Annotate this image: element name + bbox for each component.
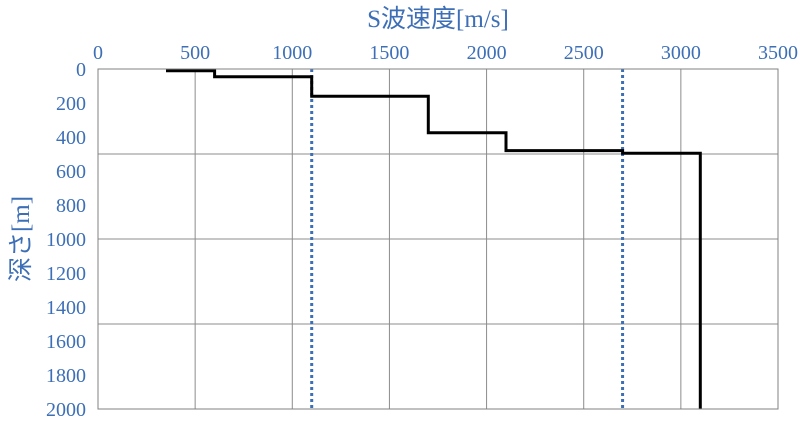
y-tick-label: 0 (76, 59, 86, 81)
x-axis-ticks: 0 500 1000 1500 2000 2500 3000 3500 (93, 42, 798, 64)
y-axis-ticks: 0 200 400 600 800 1000 1200 1400 1600 1800 2000 (46, 59, 86, 421)
x-tick-label: 500 (180, 42, 210, 64)
x-tick-label: 3500 (758, 42, 798, 64)
x-tick-label: 1000 (272, 42, 312, 64)
x-axis-title: S波速度[m/s] (367, 5, 509, 33)
y-tick-label: 600 (56, 161, 86, 183)
plot-frame (97, 68, 779, 410)
y-tick-label: 1800 (46, 365, 86, 387)
x-tick-label: 2000 (467, 42, 507, 64)
x-tick-label: 3000 (661, 42, 701, 64)
y-tick-label: 1600 (46, 331, 86, 353)
x-tick-label: 0 (93, 42, 103, 64)
y-axis-title: 深さ[m] (7, 196, 35, 282)
y-tick-label: 800 (56, 195, 86, 217)
y-tick-label: 400 (56, 127, 86, 149)
y-tick-label: 1400 (46, 297, 86, 319)
velocity-profile-line (166, 69, 702, 409)
y-tick-label: 2000 (46, 399, 86, 421)
y-tick-label: 200 (56, 93, 86, 115)
x-tick-label: 2500 (564, 42, 604, 64)
profile-series (166, 69, 702, 409)
grid (98, 69, 778, 409)
y-tick-label: 1000 (46, 229, 86, 251)
y-tick-label: 1200 (46, 263, 86, 285)
x-tick-label: 1500 (369, 42, 409, 64)
reference-lines (310, 69, 625, 409)
